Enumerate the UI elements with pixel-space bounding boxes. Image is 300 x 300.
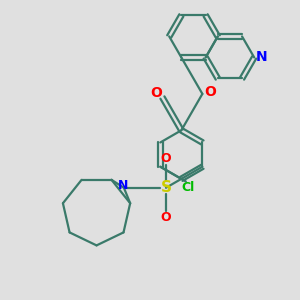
Text: O: O: [160, 211, 171, 224]
Text: S: S: [160, 180, 172, 195]
Text: Cl: Cl: [181, 181, 194, 194]
Text: N: N: [117, 179, 128, 192]
Text: O: O: [160, 152, 171, 165]
Text: O: O: [150, 86, 162, 100]
Text: O: O: [204, 85, 216, 99]
Text: N: N: [256, 50, 268, 64]
